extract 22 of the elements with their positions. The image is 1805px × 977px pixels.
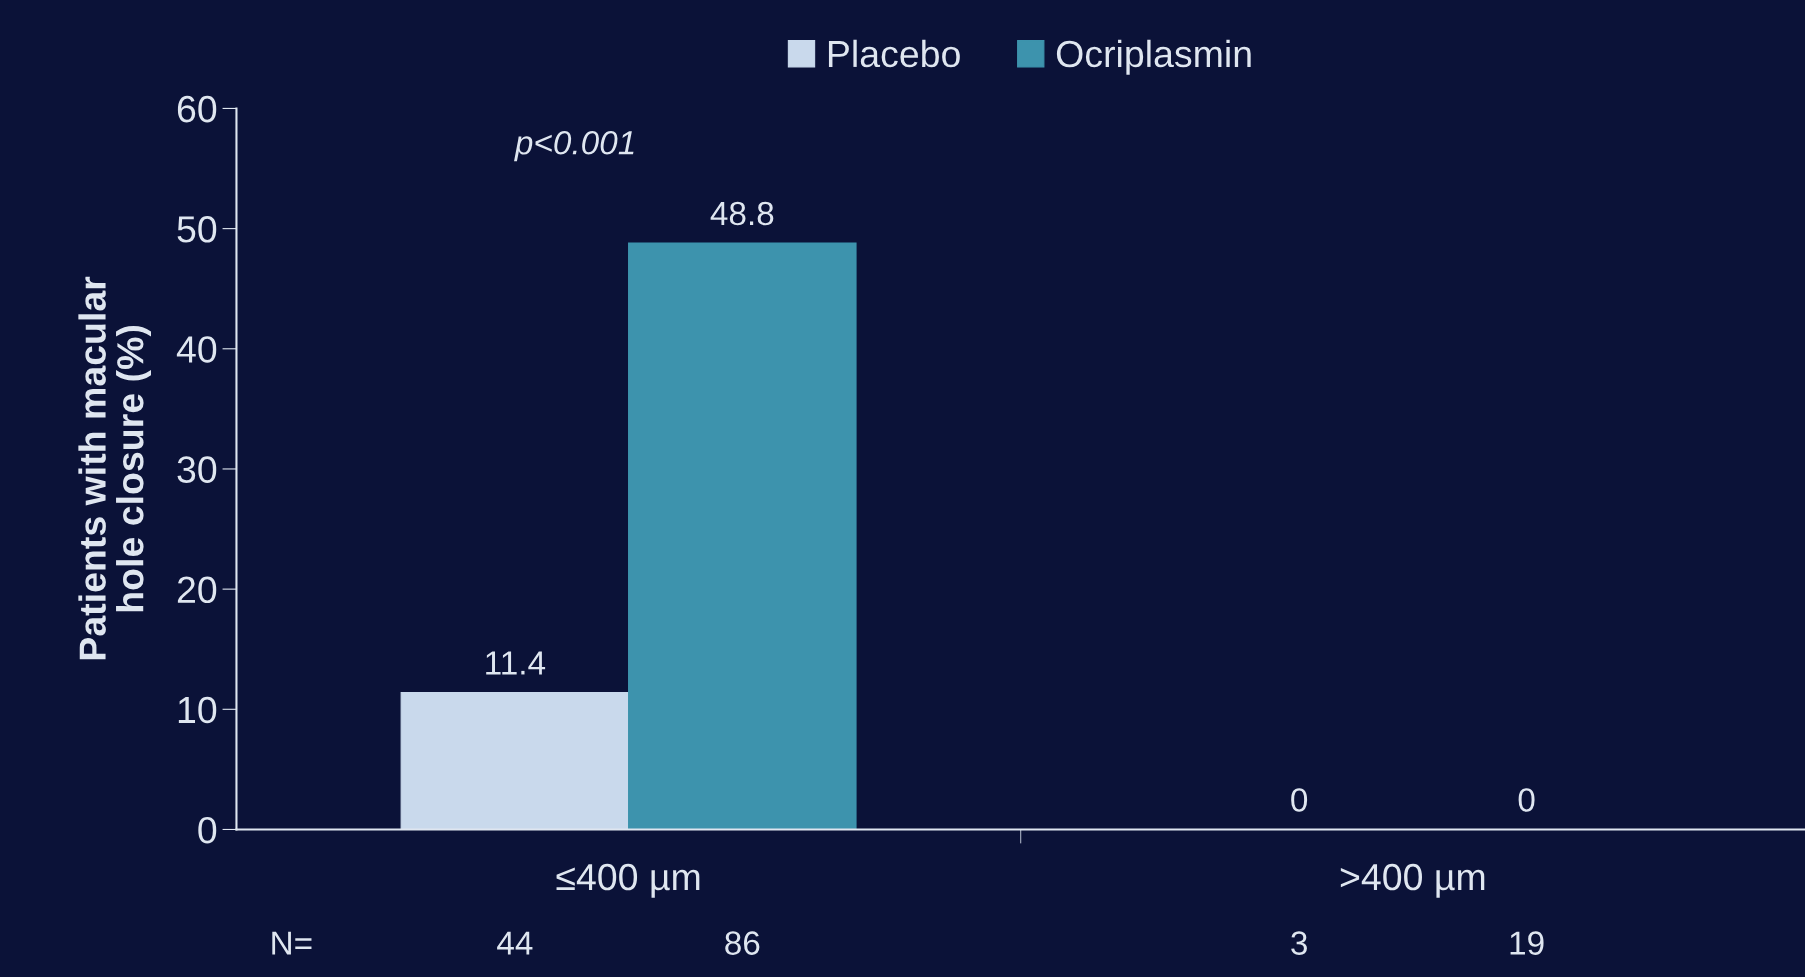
y-tick-label: 10 bbox=[178, 696, 217, 724]
data-label: 11.4 bbox=[486, 651, 546, 675]
annotation: p<0.001 bbox=[514, 130, 634, 162]
y-axis-title: Patients with macular hole closure (%) bbox=[78, 276, 151, 660]
text: 86 bbox=[725, 931, 760, 955]
data-label: 0 bbox=[1291, 788, 1308, 812]
text: 3 bbox=[1291, 931, 1307, 955]
text: N= bbox=[272, 931, 312, 955]
legend-label: Ocriplasmin bbox=[1056, 39, 1251, 75]
data-label: 0 bbox=[1518, 788, 1535, 812]
y-tick-label: 0 bbox=[198, 816, 217, 844]
y-tick-label: 30 bbox=[177, 456, 217, 483]
y-tick-label: 40 bbox=[176, 336, 217, 363]
text: 19 bbox=[1510, 931, 1544, 955]
x-tick-label: ≤400 µm bbox=[556, 863, 700, 898]
legend-label: Placebo bbox=[828, 39, 960, 68]
y-tick-label: 50 bbox=[177, 216, 217, 243]
data-label: 48.8 bbox=[710, 201, 774, 226]
y-tick-label: 60 bbox=[177, 95, 217, 123]
x-tick-label: >400 µm bbox=[1340, 863, 1485, 898]
text: 44 bbox=[497, 931, 533, 955]
y-tick-label: 20 bbox=[177, 576, 217, 604]
